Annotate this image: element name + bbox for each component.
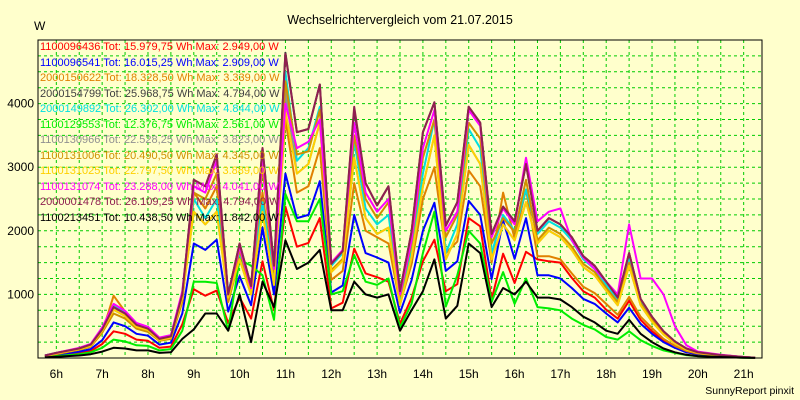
legend-entry: 1100213451 Tot: 10.438,50 Wh Max: 1.842,…: [40, 211, 279, 224]
y-tick-label: 1000: [7, 287, 34, 301]
x-tick-label: 8h: [141, 367, 154, 381]
x-tick-label: 9h: [187, 367, 200, 381]
x-tick-label: 12h: [321, 367, 341, 381]
y-tick-label: 2000: [7, 224, 34, 238]
legend-entry: 2000154799 Tot: 25.968,75 Wh Max: 4.794,…: [40, 87, 280, 100]
y-tick-label: 4000: [7, 97, 34, 111]
x-tick-label: 10h: [230, 367, 250, 381]
legend-entry: 2000001478 Tot: 26.109,25 Wh Max: 4.794,…: [40, 196, 280, 208]
series-lines: [44, 51, 756, 359]
series-line-9: [44, 110, 756, 359]
x-tick-label: 13h: [367, 367, 387, 381]
x-tick-label: 19h: [642, 367, 662, 381]
x-tick-label: 7h: [95, 367, 108, 381]
x-tick-label: 20h: [688, 367, 708, 381]
legend-entry: 2000149892 Tot: 26.302,00 Wh Max: 4.844,…: [40, 103, 280, 115]
legend-entry: 1100131074 Tot: 23.288,00 Wh Max: 4.041,…: [40, 180, 279, 193]
legend-entry: 1100130966 Tot: 22.528,25 Wh Max: 3.823,…: [40, 134, 279, 146]
legend-entry: 1100129553 Tot: 12.376,75 Wh Max: 2.561,…: [40, 118, 279, 131]
legend-entry: 1100096436 Tot: 15.979,75 Wh Max: 2.949,…: [40, 41, 279, 53]
x-tick-label: 16h: [505, 367, 525, 381]
series-line-12: [44, 239, 756, 359]
x-tick-label: 11h: [276, 367, 295, 381]
y-tick-label: 3000: [7, 160, 34, 174]
series-line-11: [44, 53, 756, 359]
legend-entry: 1100131025 Tot: 22.797,50 Wh Max: 3.889,…: [40, 165, 279, 177]
tick-labels: 6h 7h 8h 9h 10h 11h 12h 13h 14h 15h 16h 17h 18h 19h 20…: [7, 97, 753, 381]
x-tick-label: 14h: [413, 367, 433, 381]
x-tick-label: 18h: [596, 367, 616, 381]
series-line-2: [44, 172, 756, 359]
footer-credit: SunnyReport pinxit: [705, 385, 794, 397]
legend-entry: 2000150622 Tot: 18.328,50 Wh Max: 3.339,…: [40, 72, 280, 84]
legend: 1100096436 Tot: 15.979,75 Wh Max: 2.949,…: [40, 40, 280, 226]
series-line-6: [44, 192, 756, 359]
x-tick-label: 21h: [734, 367, 754, 381]
x-tick-label: 15h: [459, 367, 479, 381]
legend-entry: 1100096541 Tot: 16.015,25 Wh Max: 2.909,…: [40, 56, 279, 69]
legend-entry: 1100131006 Tot: 20.490,50 Wh Max: 4.345,…: [40, 149, 279, 162]
chart-title: Wechselrichtervergleich vom 21.07.2015: [287, 13, 513, 27]
x-tick-label: 6h: [50, 367, 63, 381]
y-axis-label: W: [34, 19, 46, 33]
x-tick-label: 17h: [550, 367, 570, 381]
plot-frame: [37, 39, 763, 359]
